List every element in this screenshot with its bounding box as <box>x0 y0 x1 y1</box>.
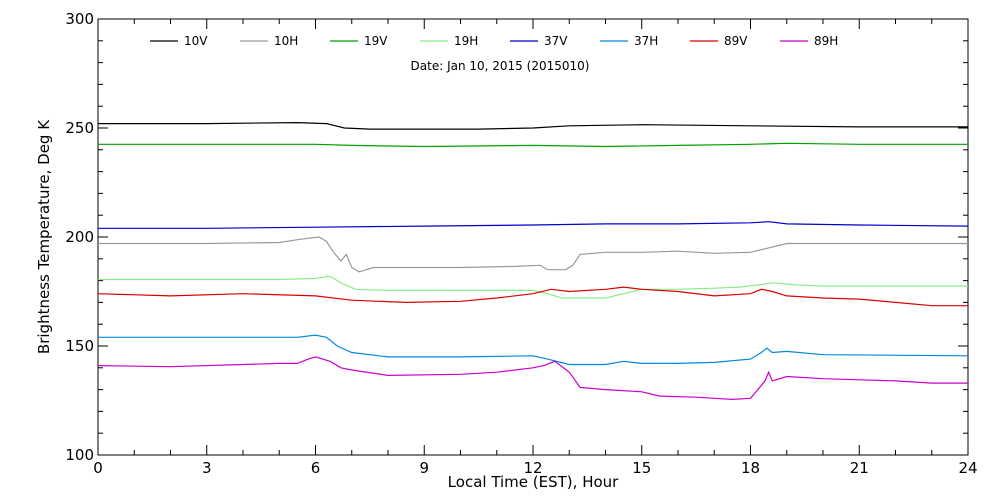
series-line-89v <box>97 286 968 307</box>
x-tick-label: 15 <box>632 459 651 477</box>
x-tick-label: 0 <box>93 459 103 477</box>
legend-label-10v: 10V <box>184 34 208 48</box>
y-tick-label: 200 <box>65 228 94 246</box>
x-tick-label: 9 <box>419 459 429 477</box>
x-tick-label: 6 <box>311 459 321 477</box>
y-tick-label: 250 <box>65 119 94 137</box>
legend: 10V 10H 19V 19H 37V 37H 89V 89H <box>150 34 838 48</box>
y-tick-label: 100 <box>65 446 94 464</box>
x-tick-label: 3 <box>202 459 212 477</box>
x-tick-label: 12 <box>523 459 542 477</box>
series-lines <box>97 121 969 401</box>
legend-label-19v: 19V <box>364 34 388 48</box>
series-line-37v <box>98 221 969 229</box>
chart-subtitle: Date: Jan 10, 2015 (2015010) <box>411 59 590 73</box>
x-tick-label: 21 <box>850 459 869 477</box>
y-axis-title: Brightness Temperature, Deg K <box>35 119 53 354</box>
x-tick-label: 24 <box>958 459 977 477</box>
legend-label-19h: 19H <box>454 34 478 48</box>
legend-label-10h: 10H <box>274 34 298 48</box>
x-axis-title: Local Time (EST), Hour <box>448 473 619 491</box>
y-tick-label: 300 <box>65 10 94 28</box>
legend-label-89h: 89H <box>814 34 838 48</box>
axis-ticks: 0 3 6 9 12 15 18 21 24 100 150 200 250 300 <box>65 10 977 477</box>
series-line-19h <box>98 275 968 299</box>
legend-label-37v: 37V <box>544 34 568 48</box>
series-line-10v <box>98 121 968 130</box>
series-line-19v <box>98 142 968 148</box>
series-line-89h <box>97 356 968 401</box>
legend-label-37h: 37H <box>634 34 658 48</box>
x-tick-label: 18 <box>741 459 760 477</box>
series-line-37h <box>98 334 969 366</box>
plot-frame <box>97 18 969 456</box>
legend-label-89v: 89V <box>724 34 748 48</box>
series-line-10h <box>98 236 968 273</box>
y-tick-label: 150 <box>65 337 94 355</box>
